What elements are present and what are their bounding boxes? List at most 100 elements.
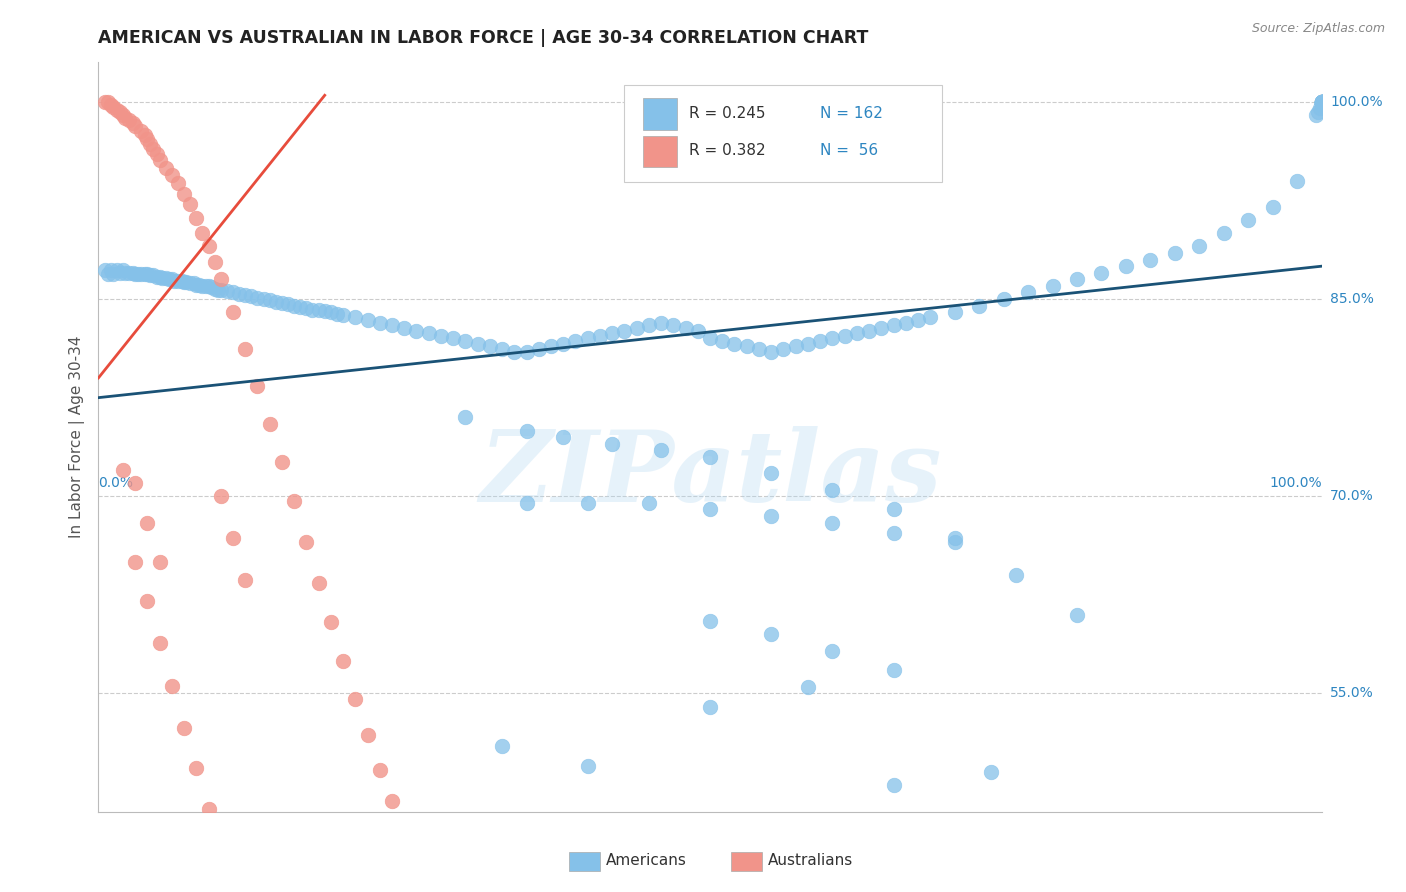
Point (993, 292, 1015, 306)
Point (821, 644, 844, 658)
Point (195, 279, 218, 293)
Point (319, 305, 342, 319)
Point (894, 316, 917, 330)
Text: 70.0%: 70.0% (1330, 489, 1374, 503)
Point (344, 310, 367, 325)
Point (101, 267, 124, 281)
Point (173, 186, 195, 201)
Point (111, 263, 134, 277)
Point (553, 336, 575, 351)
Point (124, 476, 146, 491)
Point (114, 266, 136, 280)
Point (723, 336, 745, 351)
Text: 0.0%: 0.0% (98, 476, 134, 490)
Point (808, 334, 831, 348)
Point (1188, 239, 1211, 253)
Point (222, 531, 245, 545)
Point (1310, 95, 1333, 109)
Point (1310, 95, 1333, 109)
Point (93, 263, 115, 277)
Point (1212, 227, 1234, 241)
Point (136, 594, 159, 608)
Point (197, 802, 219, 816)
Point (209, 489, 232, 503)
Point (797, 336, 820, 351)
Point (186, 211, 208, 225)
Point (600, 326, 623, 341)
Point (283, 299, 305, 313)
Point (1310, 95, 1333, 109)
Point (845, 326, 868, 341)
Text: 100.0%: 100.0% (1330, 95, 1382, 109)
Point (1310, 95, 1333, 109)
Point (503, 344, 526, 359)
Point (980, 765, 1002, 780)
Point (160, 272, 183, 286)
Text: ZIPatlas: ZIPatlas (479, 426, 941, 523)
Point (454, 334, 477, 348)
Point (748, 342, 770, 356)
Point (127, 267, 149, 281)
Point (1310, 95, 1333, 109)
Point (149, 636, 172, 650)
Point (222, 305, 245, 319)
Point (1310, 95, 1333, 109)
Point (761, 344, 783, 359)
Point (907, 313, 929, 327)
Point (139, 136, 162, 151)
Point (576, 496, 599, 510)
Point (252, 292, 274, 306)
Point (146, 147, 169, 161)
Point (1310, 95, 1333, 109)
Point (129, 124, 152, 138)
Point (515, 496, 537, 510)
Point (515, 344, 537, 359)
Point (368, 316, 391, 330)
Point (209, 283, 232, 297)
Point (1310, 95, 1333, 109)
Point (118, 266, 141, 280)
Point (105, 263, 128, 277)
Point (1042, 279, 1064, 293)
Point (314, 304, 336, 318)
Point (233, 574, 256, 588)
Point (1310, 95, 1333, 109)
Point (1310, 95, 1333, 109)
Point (356, 313, 378, 327)
Point (129, 267, 152, 281)
Text: N =  56: N = 56 (820, 144, 879, 159)
Point (197, 239, 219, 253)
Point (467, 336, 489, 351)
Text: AMERICAN VS AUSTRALIAN IN LABOR FORCE | AGE 30-34 CORRELATION CHART: AMERICAN VS AUSTRALIAN IN LABOR FORCE | … (98, 29, 869, 47)
Point (228, 286, 250, 301)
Point (1310, 95, 1333, 109)
Text: Americans: Americans (606, 854, 688, 868)
Point (160, 169, 183, 183)
Point (207, 283, 229, 297)
Point (381, 318, 404, 333)
Point (527, 342, 550, 356)
Point (772, 342, 794, 356)
Point (626, 321, 648, 335)
Point (134, 128, 156, 142)
Point (883, 502, 905, 516)
Point (1310, 95, 1333, 109)
Point (139, 268, 162, 283)
Point (121, 266, 143, 280)
Point (170, 274, 193, 288)
Point (675, 321, 697, 335)
Point (1310, 95, 1333, 109)
Point (1310, 95, 1333, 109)
Point (118, 113, 141, 128)
Point (124, 555, 146, 569)
Point (142, 142, 165, 156)
Point (186, 277, 208, 292)
Point (392, 321, 416, 335)
Point (1004, 568, 1026, 582)
Point (1237, 213, 1260, 227)
Point (344, 691, 367, 706)
Point (270, 455, 294, 469)
Point (1310, 95, 1333, 109)
Point (1310, 95, 1333, 109)
Point (326, 306, 349, 320)
